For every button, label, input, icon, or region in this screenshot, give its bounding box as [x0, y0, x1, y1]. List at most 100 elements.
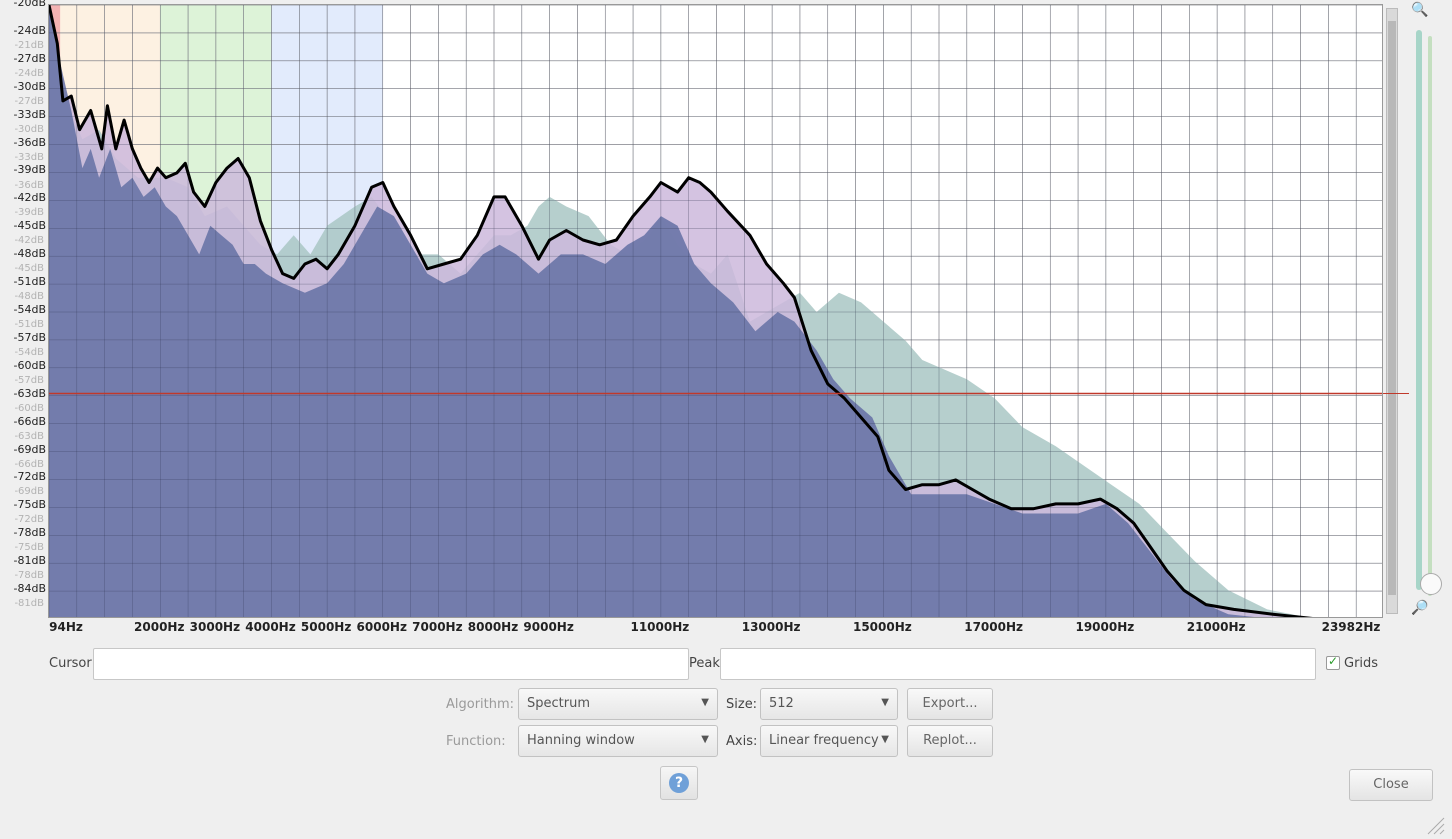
- y-axis-tick-label: -57dB: [13, 330, 47, 344]
- y-axis-tick-label: -78dB: [13, 526, 47, 540]
- help-button[interactable]: ?: [660, 766, 698, 800]
- cursor-label: Cursor:: [49, 656, 96, 671]
- y-axis-tick-label: -84dB: [13, 582, 47, 596]
- y-axis-ghost-label: -60dB: [14, 402, 44, 414]
- y-axis-ghost-label: -78dB: [14, 570, 44, 582]
- y-axis-tick-label: -45dB: [13, 219, 47, 233]
- y-axis-tick-label: -39dB: [13, 163, 47, 177]
- reference-line-extension: [1383, 392, 1409, 395]
- zoom-in-icon[interactable]: 🔍: [1411, 2, 1429, 18]
- y-axis-ghost-label: -75dB: [14, 542, 44, 554]
- x-axis-tick-label: 2000Hz: [134, 620, 185, 634]
- zoom-slider-track-secondary: [1428, 36, 1432, 596]
- algorithm-label: Algorithm:: [446, 697, 515, 712]
- y-axis-ghost-label: -39dB: [14, 207, 44, 219]
- y-axis-tick-label: -54dB: [13, 303, 47, 316]
- x-axis-tick-label: 23982Hz: [1321, 620, 1381, 634]
- y-axis-tick-label: -75dB: [13, 498, 47, 512]
- peak-label: Peak:: [689, 656, 725, 671]
- x-axis-tick-label: 5000Hz: [300, 620, 352, 634]
- peak-field[interactable]: [720, 648, 1316, 680]
- chevron-down-icon: ▼: [881, 697, 889, 708]
- spectrum-plot[interactable]: [48, 4, 1383, 618]
- algorithm-select[interactable]: Spectrum ▼: [518, 688, 718, 720]
- replot-button[interactable]: Replot...: [907, 725, 993, 757]
- export-button[interactable]: Export...: [907, 688, 993, 720]
- size-label: Size:: [726, 697, 758, 712]
- x-axis-tick-label: 11000Hz: [630, 620, 690, 634]
- y-axis-ghost-label: -51dB: [14, 319, 44, 330]
- y-axis-tick-label: -42dB: [13, 191, 47, 205]
- y-axis-ghost-label: -72dB: [14, 514, 44, 526]
- function-select[interactable]: Hanning window ▼: [518, 725, 718, 757]
- y-axis-tick-label: -20dB: [13, 0, 47, 9]
- axis-select[interactable]: Linear frequency ▼: [760, 725, 898, 757]
- chevron-down-icon: ▼: [881, 734, 889, 745]
- main-spectrum-area: [49, 5, 1255, 617]
- x-axis-tick-label: 94Hz: [49, 620, 83, 634]
- checkmark-icon: ✓: [1328, 654, 1339, 668]
- x-axis-tick-label: 13000Hz: [741, 620, 801, 634]
- y-axis-ghost-label: -48dB: [14, 291, 44, 303]
- y-axis-ghost-label: -33dB: [14, 151, 44, 163]
- size-select[interactable]: 512 ▼: [760, 688, 898, 720]
- vertical-scrollbar[interactable]: [1386, 8, 1398, 614]
- y-axis-tick-label: -60dB: [13, 358, 47, 372]
- y-axis-ghost-label: -63dB: [14, 430, 44, 442]
- y-axis-tick-label: -33dB: [13, 107, 47, 121]
- y-axis-tick-label: -72dB: [13, 470, 47, 484]
- spectrum-chart: [49, 5, 1382, 617]
- y-axis-ghost-label: -69dB: [14, 486, 44, 498]
- y-axis-tick-label: -63dB: [13, 386, 47, 400]
- y-axis-tick-label: -66dB: [13, 414, 47, 428]
- y-axis-tick-label: -36dB: [13, 135, 47, 149]
- chevron-down-icon: ▼: [701, 697, 709, 708]
- function-label: Function:: [446, 734, 506, 749]
- y-axis-ghost-label: -81dB: [14, 598, 44, 609]
- size-value: 512: [769, 696, 794, 711]
- y-axis-ghost-label: -21dB: [14, 40, 44, 51]
- y-axis-ghost-label: -66dB: [14, 458, 44, 470]
- y-axis-ghost-label: -45dB: [14, 263, 44, 275]
- zoom-slider-track[interactable]: [1416, 30, 1422, 590]
- y-axis-tick-label: -30dB: [13, 79, 47, 93]
- scrollbar-thumb[interactable]: [1388, 21, 1396, 595]
- chevron-down-icon: ▼: [701, 734, 709, 745]
- y-axis-tick-label: -48dB: [13, 247, 47, 261]
- y-axis-tick-label: -69dB: [13, 442, 47, 456]
- x-axis-tick-label: 19000Hz: [1075, 620, 1135, 634]
- algorithm-value: Spectrum: [527, 696, 590, 711]
- y-axis-ghost-label: -42dB: [14, 235, 44, 247]
- spectrum-curve: [49, 5, 1313, 617]
- x-axis-tick-label: 15000Hz: [852, 620, 912, 634]
- y-axis-ghost-label: -30dB: [14, 123, 44, 135]
- y-axis-tick-label: -51dB: [13, 275, 47, 289]
- x-axis-tick-label: 7000Hz: [412, 620, 463, 634]
- y-axis-ghost-label: -36dB: [14, 179, 44, 191]
- y-axis-ghost-label: -24dB: [14, 67, 44, 79]
- grids-label: Grids: [1344, 656, 1379, 671]
- zoom-slider-knob[interactable]: [1420, 573, 1442, 595]
- function-value: Hanning window: [527, 733, 635, 748]
- y-axis-ghost-label: -27dB: [14, 95, 44, 107]
- y-axis-tick-label: -27dB: [13, 51, 47, 65]
- grids-checkbox[interactable]: ✓: [1326, 654, 1340, 670]
- axis-value: Linear frequency: [769, 733, 879, 748]
- y-axis-tick-label: -81dB: [13, 554, 47, 568]
- resize-grip-icon[interactable]: [1422, 812, 1446, 836]
- y-axis-ghost-label: -54dB: [14, 346, 44, 358]
- axis-label: Axis:: [726, 734, 758, 749]
- close-button[interactable]: Close: [1349, 769, 1433, 801]
- cursor-field[interactable]: [93, 648, 689, 680]
- zoom-out-icon[interactable]: 🔎: [1411, 600, 1429, 616]
- y-axis-ghost-label: -57dB: [14, 374, 44, 386]
- x-axis-tick-label: 8000Hz: [467, 620, 519, 634]
- x-axis-tick-label: 3000Hz: [189, 620, 241, 634]
- x-axis-tick-label: 17000Hz: [964, 620, 1024, 634]
- x-axis-tick-label: 9000Hz: [523, 620, 574, 634]
- help-icon: ?: [669, 773, 689, 793]
- x-axis-tick-label: 4000Hz: [245, 620, 296, 634]
- y-axis-tick-label: -24dB: [13, 23, 47, 37]
- x-axis-tick-label: 21000Hz: [1186, 620, 1246, 634]
- x-axis-tick-label: 6000Hz: [356, 620, 407, 634]
